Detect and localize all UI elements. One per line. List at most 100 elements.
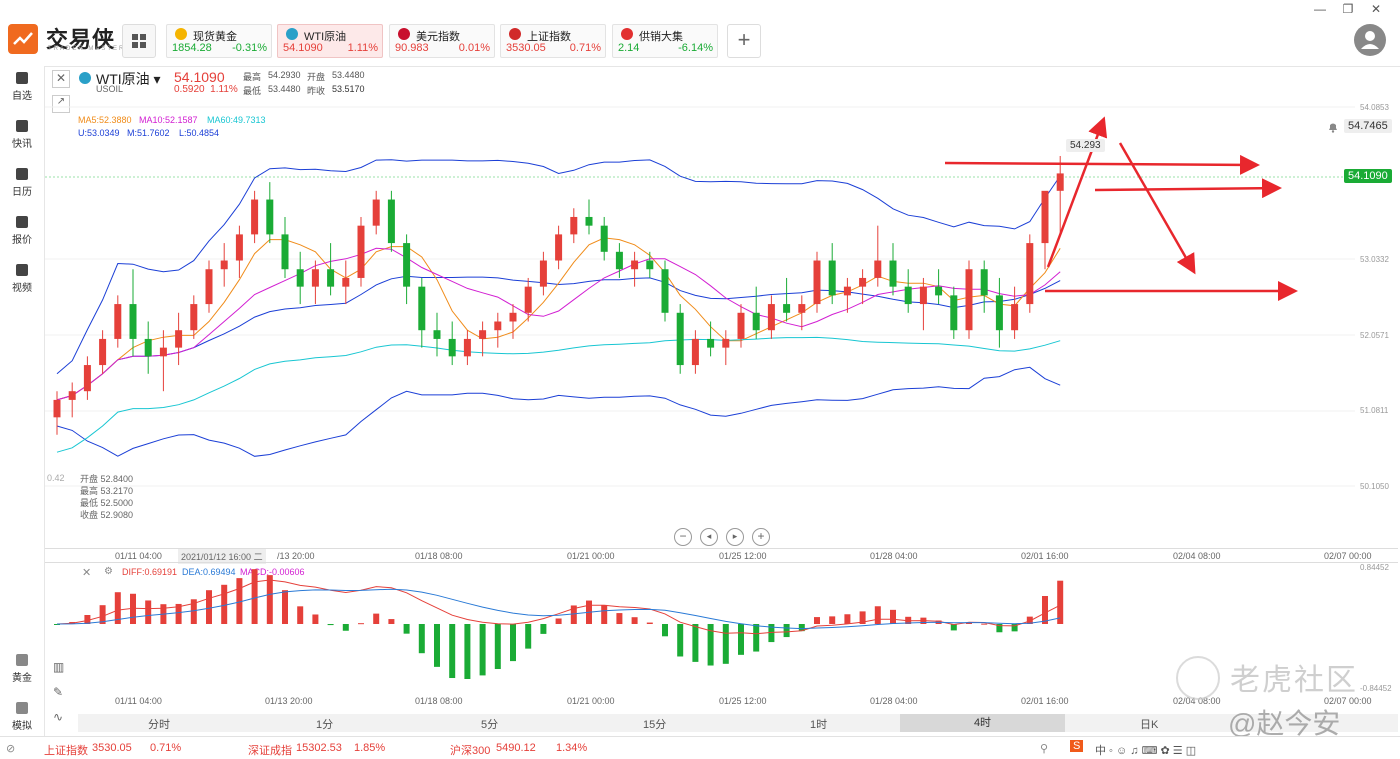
macd-bar — [798, 624, 805, 632]
ohlc-close: 收盘 52.9080 — [80, 510, 134, 520]
candle-body — [342, 277, 350, 287]
macd-bar — [510, 624, 516, 662]
oil-icon — [286, 28, 298, 40]
tab-timeframe[interactable]: 1时 — [810, 719, 828, 731]
symbol-price: 54.1090 — [174, 69, 225, 85]
status-index-name[interactable]: 沪深300 — [450, 745, 491, 757]
ime-tray-icons[interactable]: 中 ◦ ☺ ♫ ⌨ ✿ ☰ ◫ — [1095, 745, 1197, 757]
status-index-change: 0.71% — [150, 742, 182, 754]
grid-layout-button[interactable] — [122, 24, 156, 58]
candle-body — [1026, 243, 1034, 305]
quote-card-gxdj[interactable]: 供销大集 2.14 -6.14% — [612, 24, 718, 58]
indicator-icon[interactable]: ▥ — [53, 660, 65, 674]
quote-change: 0.71% — [569, 42, 601, 54]
macd-value: MACD:-0.00606 — [240, 567, 305, 577]
candle-body — [737, 312, 745, 339]
macd-bar — [707, 624, 714, 666]
tool-icon[interactable]: ⚲ — [1040, 743, 1049, 755]
candle-body — [752, 312, 760, 331]
quote-card-wti[interactable]: WTI原油 54.1090 1.11% — [277, 24, 383, 58]
macd-bar — [84, 615, 91, 624]
time-tick: 02/04 08:00 — [1173, 551, 1221, 561]
macd-bar — [312, 614, 319, 624]
close-macd-icon[interactable]: ✕ — [82, 567, 92, 579]
sidebar-item-news[interactable]: 快讯 — [0, 120, 44, 150]
macd-bar — [829, 616, 836, 624]
scroll-left-icon[interactable]: ◂ — [700, 528, 718, 546]
macd-bar — [616, 613, 623, 624]
tab-timeframe[interactable]: 日K — [1140, 719, 1159, 731]
macd-bar — [54, 624, 60, 625]
candle-body — [357, 225, 365, 278]
macd-bar — [221, 584, 228, 624]
time-tick: 01/13 20:00 — [265, 696, 313, 706]
candle-body — [281, 234, 289, 270]
settings-icon[interactable]: ⚙ — [104, 566, 113, 577]
high-label: 最高 — [243, 72, 262, 82]
macd-diff: DIFF:0.69191 — [122, 567, 178, 577]
status-index-value: 15302.53 — [296, 742, 342, 754]
sidebar-item-gold[interactable]: 黄金 — [0, 654, 44, 684]
tab-timeframe-selected[interactable]: 4时 — [900, 714, 1065, 732]
crosshair-value: 0.42 — [47, 473, 65, 483]
time-tick: 01/11 04:00 — [115, 551, 162, 561]
quote-card-usd-index[interactable]: 美元指数 90.983 0.01% — [389, 24, 495, 58]
watermark-logo — [1176, 656, 1220, 700]
close-chart-icon[interactable]: ✕ — [52, 70, 70, 88]
tab-timeframe[interactable]: 分时 — [148, 719, 170, 731]
low-label: 最低 — [243, 86, 262, 96]
close-button[interactable]: ✕ — [1370, 2, 1382, 16]
zoom-out-icon[interactable]: − — [674, 528, 692, 546]
ime-icon[interactable]: S — [1070, 740, 1084, 752]
time-axis: 01/11 04:00 2021/01/12 16:00 二 /13 20:00… — [45, 548, 1398, 564]
candle-body — [874, 260, 882, 278]
current-price-tag: 54.1090 — [1344, 169, 1392, 183]
time-tick: 01/18 08:00 — [415, 551, 463, 561]
restore-button[interactable]: ❐ — [1342, 2, 1354, 16]
status-index-name[interactable]: 上证指数 — [44, 745, 88, 757]
minimize-button[interactable]: — — [1314, 2, 1326, 16]
candlestick-chart[interactable] — [45, 95, 1398, 561]
sidebar-item-calendar[interactable]: 日历 — [0, 168, 44, 198]
alert-price-tag[interactable]: 54.7465 — [1344, 119, 1392, 133]
sidebar-item-watchlist[interactable]: 自选 — [0, 72, 44, 102]
us-flag-icon — [398, 28, 410, 40]
tab-timeframe[interactable]: 1分 — [316, 719, 334, 731]
wallet-icon — [16, 702, 28, 714]
zoom-in-icon[interactable]: + — [752, 528, 770, 546]
draw-icon[interactable]: ✎ — [53, 685, 64, 699]
macd-bar — [494, 624, 501, 670]
macd-bar — [540, 624, 547, 634]
candle-body — [463, 338, 471, 357]
sidebar-item-video[interactable]: 视频 — [0, 264, 44, 294]
sidebar-item-demo[interactable]: 模拟 — [0, 702, 44, 732]
scroll-right-icon[interactable]: ▸ — [726, 528, 744, 546]
candle-body — [509, 312, 517, 322]
price-axis-label: 51.0811 — [1360, 406, 1389, 415]
chart-type-icon[interactable]: ∿ — [53, 710, 64, 724]
candle-body — [767, 304, 775, 331]
boll-lower-line — [56, 366, 1061, 457]
bell-icon[interactable] — [1327, 121, 1339, 133]
candle-body — [83, 365, 91, 392]
candle-body — [950, 295, 958, 331]
user-avatar[interactable] — [1354, 24, 1386, 56]
watermark-author: @赵今安 — [1228, 708, 1341, 739]
candle-body — [935, 286, 943, 296]
candle-body — [327, 269, 335, 287]
time-tick: 02/04 08:00 — [1173, 696, 1221, 706]
candle-body — [707, 338, 715, 348]
expand-icon[interactable]: ↗ — [52, 95, 70, 113]
quote-card-gold[interactable]: 现货黄金 1854.28 -0.31% — [166, 24, 272, 58]
macd-diff-line — [56, 579, 1061, 635]
sidebar-item-quotes[interactable]: 报价 — [0, 216, 44, 246]
add-quote-button[interactable]: + — [727, 24, 761, 58]
tab-timeframe[interactable]: 15分 — [643, 719, 667, 731]
macd-chart[interactable] — [45, 562, 1355, 696]
status-index-name[interactable]: 深证成指 — [248, 745, 292, 757]
macd-bar — [449, 624, 456, 679]
symbol-name[interactable]: WTI原油 ▾ — [96, 71, 161, 87]
tab-timeframe[interactable]: 5分 — [481, 719, 499, 731]
macd-bar — [768, 624, 775, 643]
quote-card-sh-index[interactable]: 上证指数 3530.05 0.71% — [500, 24, 606, 58]
